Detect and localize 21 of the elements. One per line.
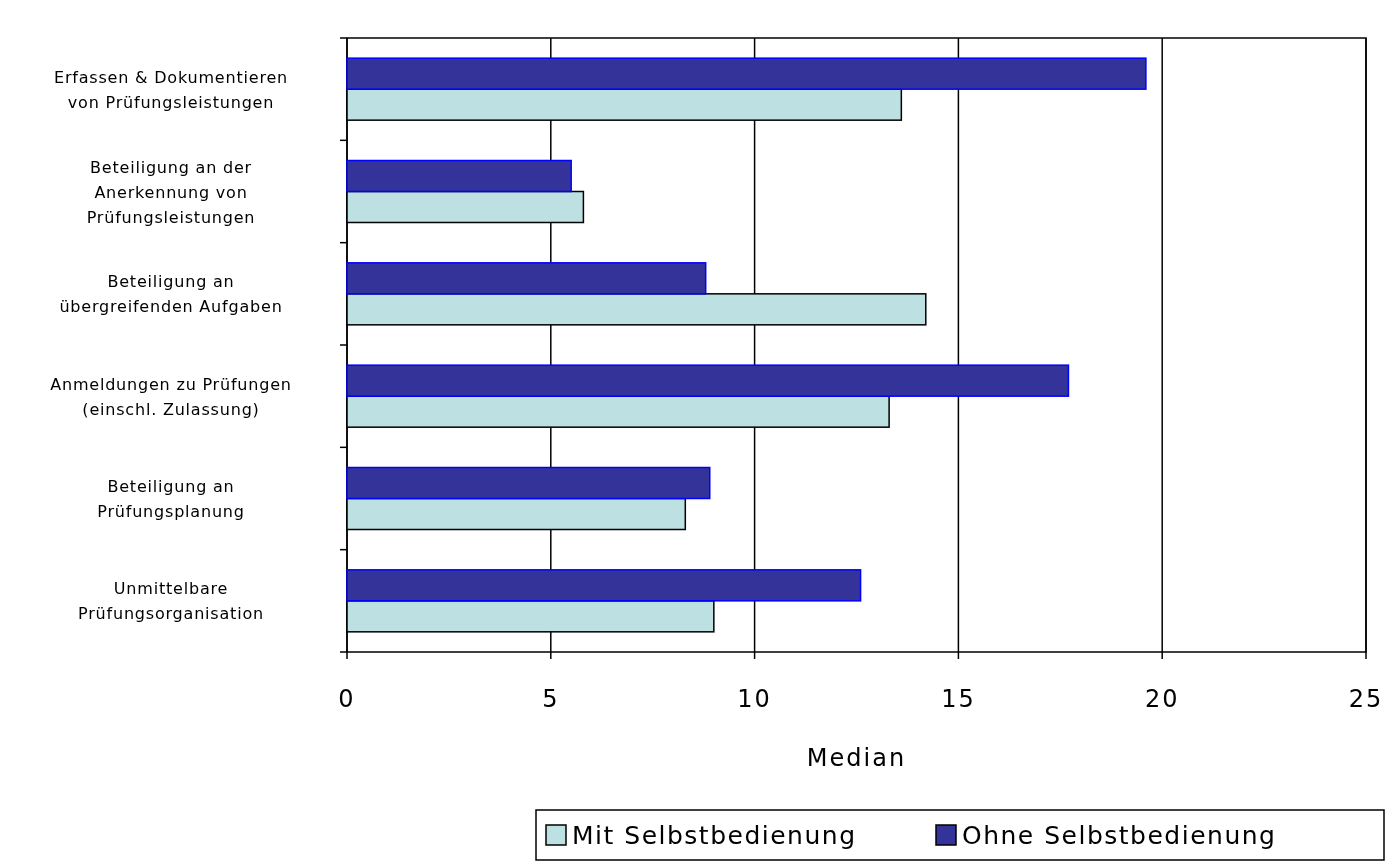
y-tick-label: Anmeldungen zu Prüfungen (einschl. Zulassung) [50,374,292,419]
x-tick-label: 20 [1144,685,1180,713]
x-axis-title: Median [806,744,907,772]
y-tick-label: Beteiligung an Prüfungsplanung [97,477,245,521]
y-tick-label: Beteiligung an der Anerkennung von Prüfungsleistungen [86,157,256,227]
y-tick-label: Beteiligung an übergreifenden Aufgaben [59,272,283,317]
x-tick-label: 5 [542,685,560,713]
bar [346,364,1070,397]
x-tick-label: 15 [941,685,976,713]
legend-label: Ohne Selbstbedienung [962,821,1277,850]
x-tick-label: 25 [1348,685,1384,713]
bar [346,159,572,193]
x-tick-label: 0 [338,685,356,713]
y-tick-label: Unmittelbare Prüfungsorganisation [78,579,264,624]
bar [346,262,707,295]
bar [346,57,1147,90]
x-tick-label: 10 [737,685,772,713]
bar [346,466,711,500]
y-tick-label: Erfassen & Dokumentieren von Prüfungsleistungen [54,67,288,112]
bar [346,569,862,602]
legend-label: Mit Selbstbedienung [572,821,857,850]
